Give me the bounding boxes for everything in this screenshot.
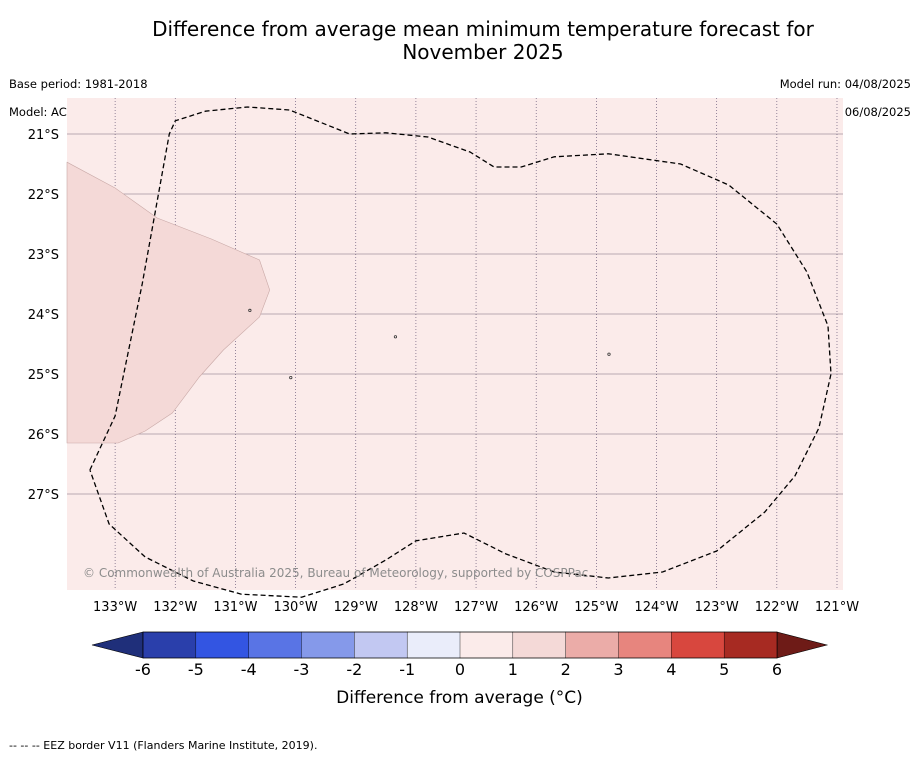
copyright-text: © Commonwealth of Australia 2025, Bureau… — [83, 566, 588, 580]
colorbar-swatch — [406, 631, 461, 659]
graticule — [67, 98, 843, 590]
colorbar-tick-label: 4 — [666, 660, 676, 679]
latitude-label: 26°S — [28, 428, 59, 443]
colorbar-tick-label: 2 — [561, 660, 571, 679]
colorbar-swatch — [723, 631, 778, 659]
latitude-label: 23°S — [28, 248, 59, 263]
latitude-label: 22°S — [28, 188, 59, 203]
colorbar-swatch — [195, 631, 250, 659]
colorbar-under-arrow — [91, 631, 144, 659]
colorbar-tick-label: 1 — [508, 660, 518, 679]
footnote: -- -- -- EEZ border V11 (Flanders Marine… — [9, 739, 318, 752]
latitude-label: 27°S — [28, 488, 59, 503]
colorbar-swatch — [459, 631, 514, 659]
island-mark — [248, 308, 252, 312]
colorbar-swatch — [354, 631, 408, 659]
longitude-label: 128°W — [394, 600, 438, 615]
latitude-label: 25°S — [28, 368, 59, 383]
colorbar-tick-label: -6 — [135, 660, 151, 679]
longitude-label: 130°W — [274, 600, 318, 615]
islands — [248, 308, 611, 380]
colorbar-swatch — [671, 631, 725, 659]
island-mark — [393, 335, 398, 339]
colorbar-tick-label: 6 — [772, 660, 782, 679]
colorbar-swatch — [618, 631, 672, 659]
colorbar-swatch — [565, 631, 620, 659]
colorbar-swatch — [248, 631, 303, 659]
longitude-label: 133°W — [93, 600, 137, 615]
base-period: Base period: 1981-2018 — [9, 77, 148, 91]
latitude-label: 21°S — [28, 128, 59, 143]
longitude-label: 124°W — [634, 600, 678, 615]
colorbar-outline — [142, 631, 778, 659]
longitude-label: 129°W — [334, 600, 378, 615]
longitude-label: 122°W — [755, 600, 799, 615]
island-mark — [607, 352, 611, 356]
latitude-label: 24°S — [28, 308, 59, 323]
longitude-label: 132°W — [153, 600, 197, 615]
colorbar-tick-label: 0 — [455, 660, 465, 679]
colorbar-tick-label: -3 — [294, 660, 310, 679]
island-mark — [289, 375, 293, 380]
longitude-label: 121°W — [815, 600, 859, 615]
longitude-label: 125°W — [574, 600, 618, 615]
model-run: Model run: 04/08/2025 — [779, 77, 911, 91]
colorbar-tick-label: -1 — [399, 660, 415, 679]
map: © Commonwealth of Australia 2025, Bureau… — [28, 98, 860, 615]
warmer-region — [66, 161, 271, 444]
colorbar-swatch — [142, 631, 197, 659]
colorbar-tick-label: 5 — [719, 660, 729, 679]
colorbar-tick-label: -4 — [241, 660, 257, 679]
longitude-label: 127°W — [454, 600, 498, 615]
longitude-label: 123°W — [695, 600, 739, 615]
longitude-label: 126°W — [514, 600, 558, 615]
colorbar-tick-label: -5 — [188, 660, 204, 679]
colorbar-tick-label: -2 — [346, 660, 362, 679]
axis-labels: 133°W 132°W 131°W 130°W 129°W 128°W 127°W 126°W… — [28, 128, 860, 615]
longitude-label: 131°W — [213, 600, 257, 615]
colorbar: -6 -5 -4 -3 -2 -1 0 1 2 3 4 5 6 — [91, 631, 829, 679]
map-title: Difference from average mean minimum tem… — [152, 17, 814, 64]
colorbar-title: Difference from average (°C) — [336, 688, 583, 708]
colorbar-swatch — [301, 631, 355, 659]
colorbar-swatch — [512, 631, 567, 659]
colorbar-tick-label: 3 — [613, 660, 623, 679]
colorbar-over-arrow — [776, 631, 829, 659]
